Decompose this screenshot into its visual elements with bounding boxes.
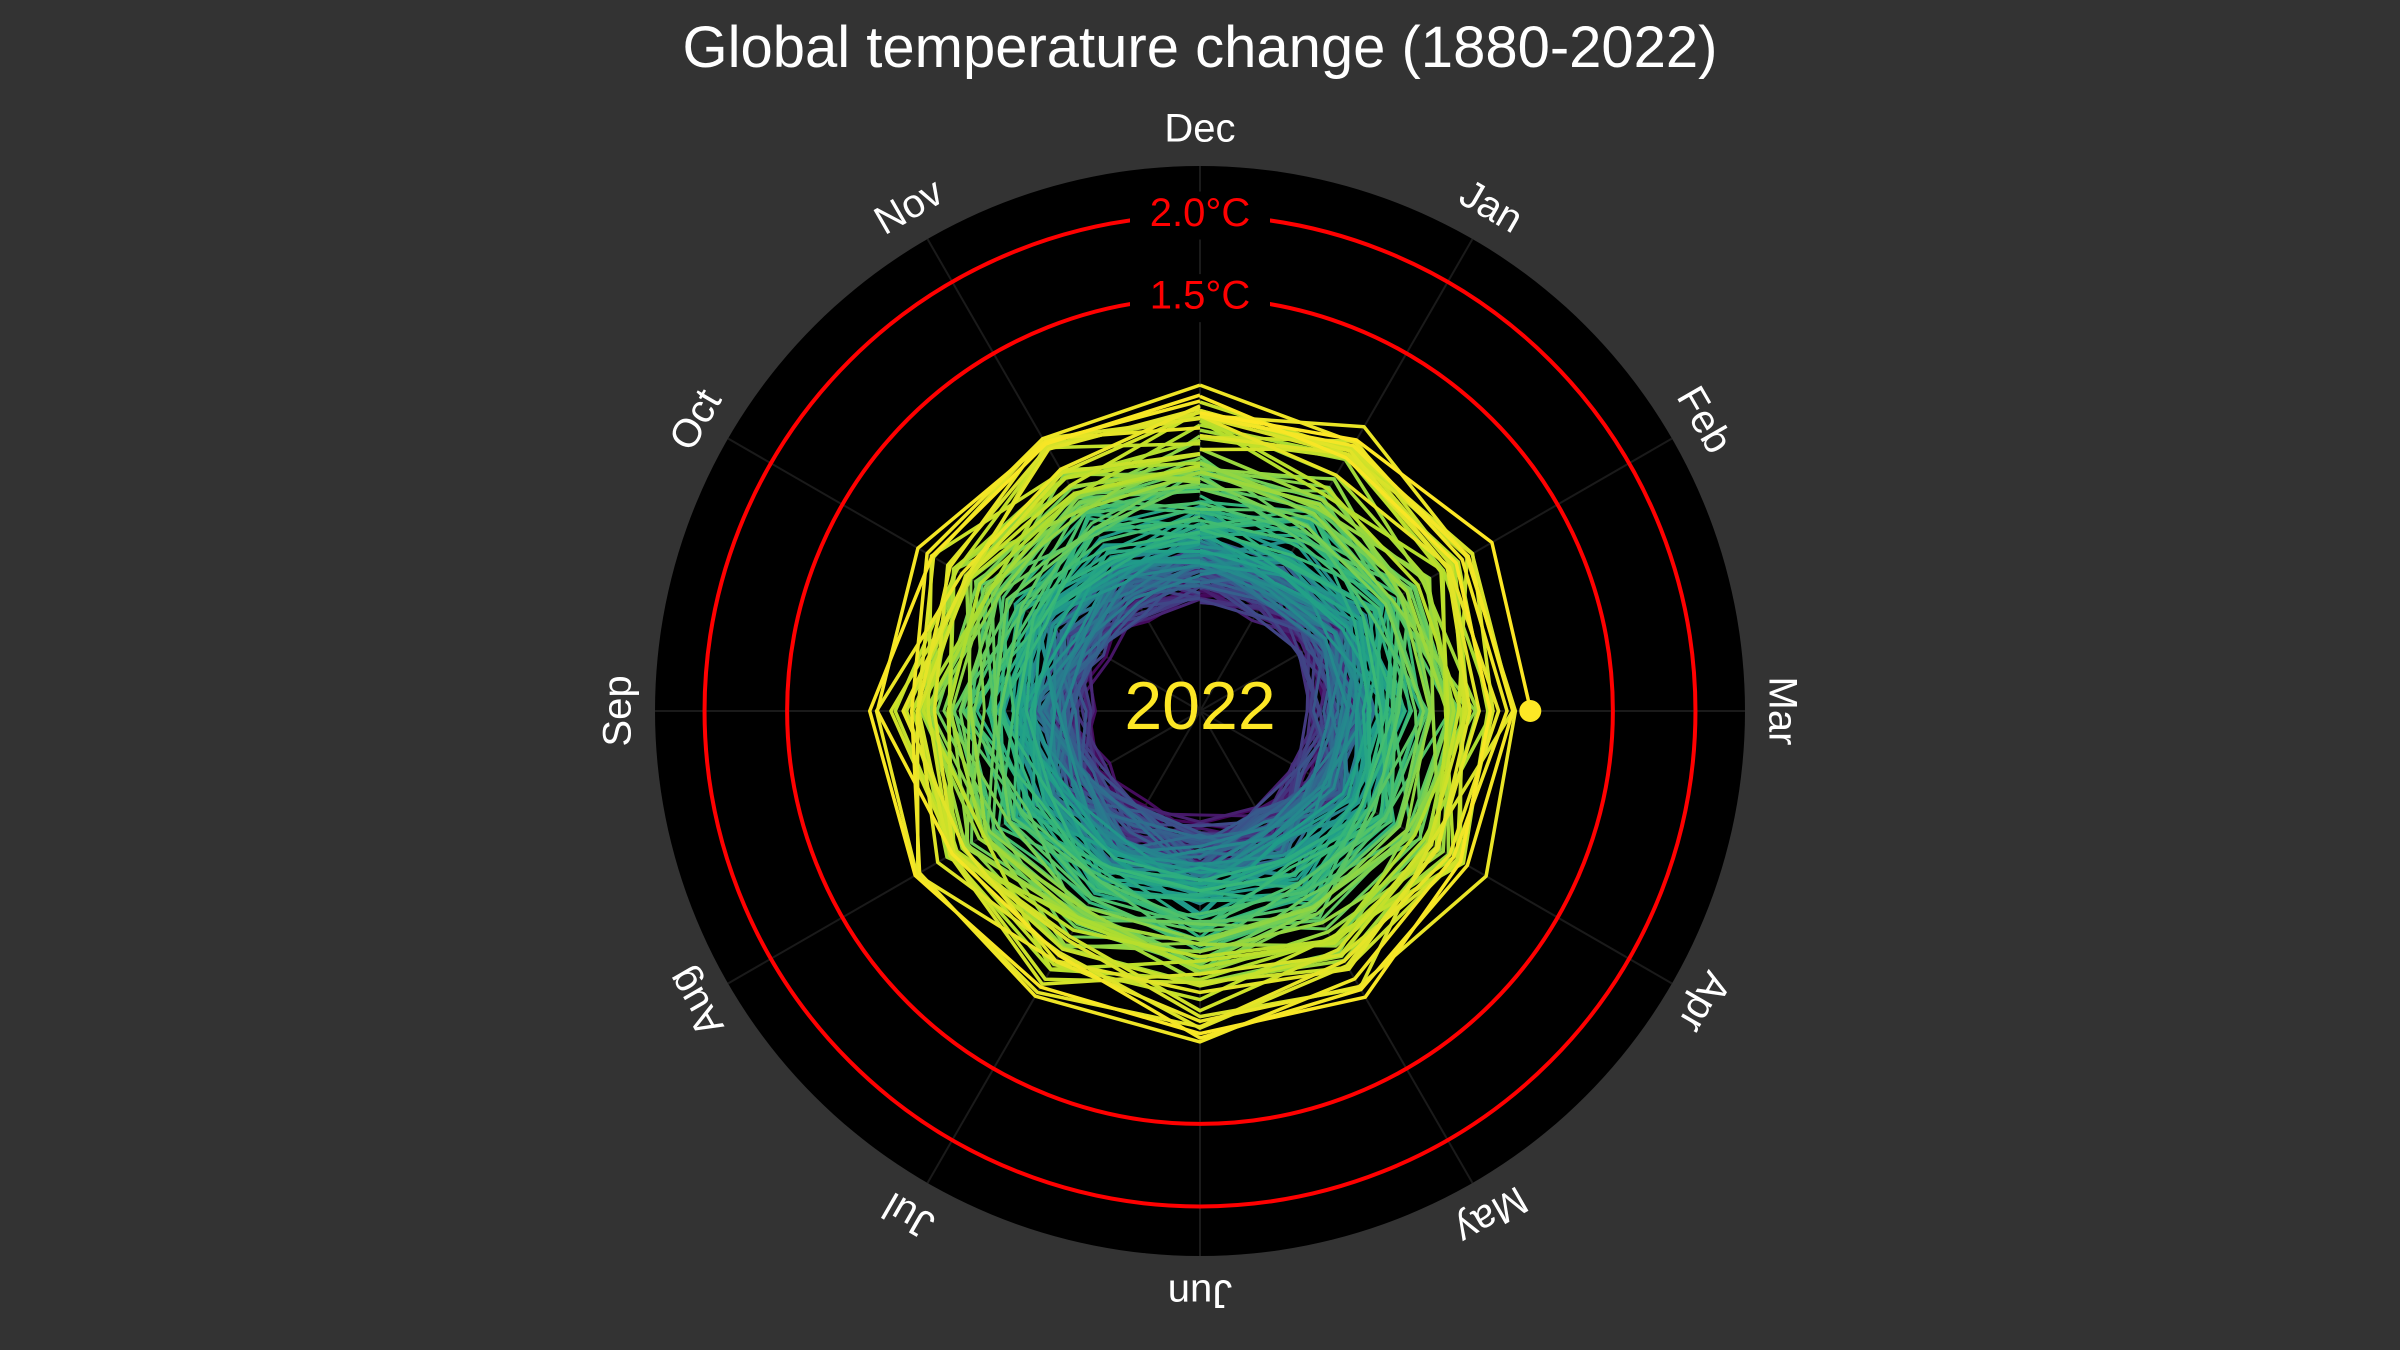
month-label-feb: Feb (1668, 379, 1741, 461)
year-line-1935 (1058, 542, 1356, 878)
year-line-2005 (946, 423, 1471, 970)
month-label-jun: Jun (1168, 1271, 1233, 1315)
ring-label: 2.0°C (1150, 191, 1251, 235)
month-spoke (727, 437, 1201, 712)
year-line-2006 (947, 419, 1456, 982)
year-line-2019 (909, 383, 1509, 1044)
year-line-1946 (1017, 537, 1367, 870)
year-line-1888 (1070, 565, 1352, 846)
month-label-jul: Jul (876, 1184, 942, 1248)
chart-title: Global temperature change (1880-2022) (682, 15, 1718, 80)
current-value-marker (1519, 700, 1542, 722)
month-label-dec: Dec (1164, 107, 1235, 151)
ring-label-backdrop (1130, 274, 1270, 323)
month-label-apr: Apr (1670, 964, 1739, 1040)
center-year-label: 2022 (1124, 668, 1275, 744)
year-line-1993 (942, 476, 1425, 966)
month-label-mar: Mar (1760, 677, 1804, 746)
month-label-aug: Aug (659, 960, 733, 1044)
month-label-jan: Jan (1452, 171, 1530, 241)
year-line-1952 (1033, 510, 1393, 888)
reference-rings: 1.5°C 2.0°C (702, 191, 1698, 1209)
year-line-2014 (932, 410, 1515, 1019)
year-line-1955 (1012, 527, 1403, 875)
month-label-nov: Nov (867, 170, 951, 244)
year-line-2021 (867, 393, 1493, 1036)
month-label-sep: Sep (596, 675, 640, 746)
ring-label-backdrop (1130, 191, 1270, 240)
year-line-1976 (963, 514, 1390, 931)
year-line-2022 (1199, 411, 1533, 712)
yearly-lines (867, 383, 1533, 1044)
ring-label: 1.5°C (1150, 274, 1251, 318)
year-line-1960 (1020, 548, 1405, 893)
year-line-2009 (893, 436, 1490, 1002)
year-line-1971 (997, 505, 1396, 903)
year-line-2017 (915, 414, 1501, 1029)
month-label-oct: Oct (661, 382, 730, 458)
month-spoke (1199, 437, 1673, 712)
year-line-2020 (875, 399, 1515, 1040)
